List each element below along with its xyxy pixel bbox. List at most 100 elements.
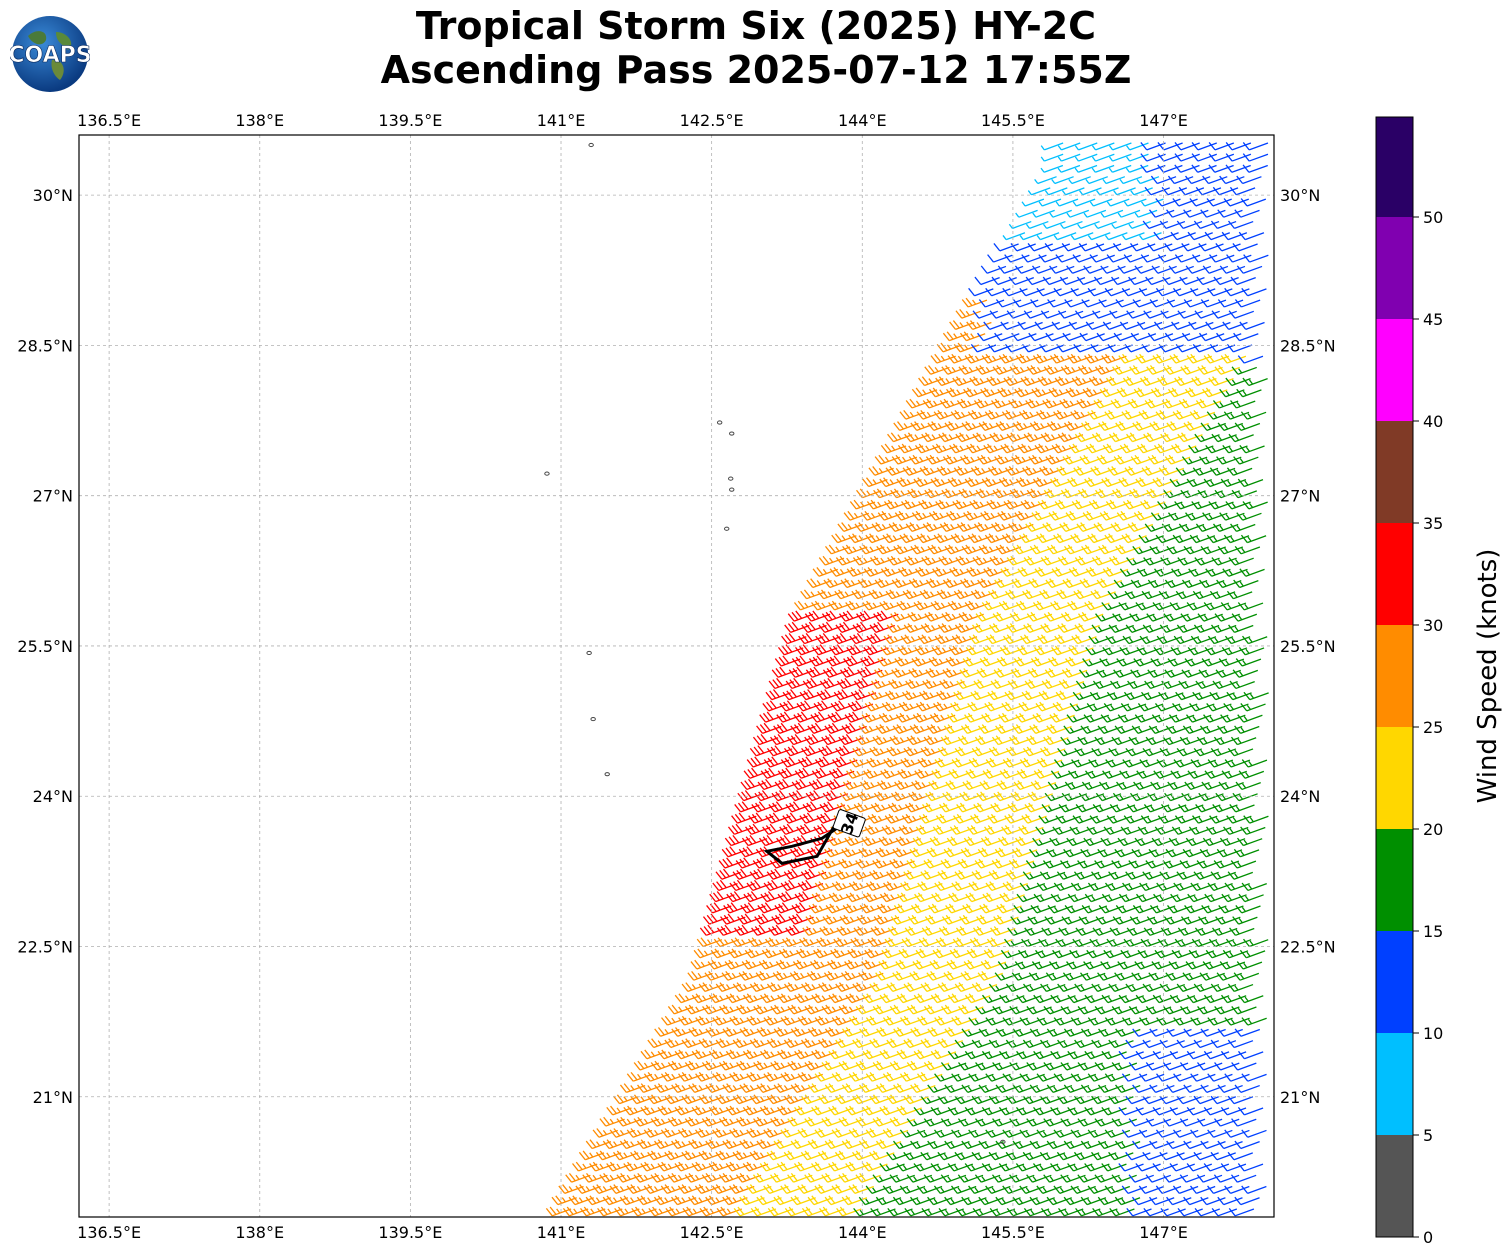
wind-barb	[811, 993, 837, 1004]
wind-barb	[753, 1116, 779, 1127]
barb-half-flag	[823, 950, 828, 956]
barb-flag	[883, 1049, 891, 1058]
barb-half-flag	[943, 1153, 949, 1159]
wind-barb	[822, 914, 848, 925]
barb-flag	[664, 1151, 672, 1161]
wind-barb	[817, 1150, 844, 1161]
wind-barb	[1142, 1095, 1168, 1105]
barb-flag	[842, 1172, 849, 1182]
wind-barb	[934, 1073, 960, 1082]
barb-half-flag	[1220, 1007, 1225, 1013]
barb-half-flag	[1105, 906, 1110, 912]
barb-half-flag	[1073, 1165, 1078, 1170]
wind-barb	[1057, 983, 1083, 993]
barb-half-flag	[1142, 996, 1147, 1002]
barb-flag	[705, 1140, 713, 1149]
barb-flag	[684, 1062, 692, 1071]
barb-flag	[1231, 1062, 1239, 1071]
barb-half-flag	[1029, 1041, 1034, 1047]
barb-half-flag	[920, 1108, 925, 1114]
wind-barb	[1215, 916, 1241, 925]
barb-staff	[1206, 1141, 1226, 1150]
barb-flag	[636, 1196, 644, 1206]
barb-flag	[1009, 1174, 1016, 1183]
barb-flag	[832, 1049, 839, 1058]
barb-flag	[698, 1039, 706, 1048]
wind-barb	[934, 881, 960, 892]
barb-half-flag	[556, 1208, 561, 1214]
wind-barb	[1230, 860, 1257, 869]
barb-flag	[712, 1049, 720, 1058]
barb-flag	[657, 1107, 665, 1116]
barb-flag	[992, 1062, 1000, 1071]
barb-half-flag	[1060, 884, 1065, 890]
wind-barb	[1046, 848, 1072, 858]
barb-half-flag	[753, 995, 758, 1001]
wind-barb	[712, 1015, 738, 1026]
barb-half-flag	[1196, 1019, 1201, 1025]
wind-barb	[1070, 1073, 1097, 1082]
wind-barb	[1046, 1196, 1072, 1206]
barb-half-flag	[692, 1208, 697, 1214]
wind-barb	[821, 1060, 847, 1071]
barb-half-flag	[636, 1186, 642, 1192]
barb-flag	[1210, 1151, 1218, 1161]
wind-barb	[1132, 1028, 1158, 1037]
wind-barb	[738, 970, 764, 981]
barb-flag	[831, 1105, 839, 1114]
barb-half-flag	[962, 1209, 967, 1215]
wind-barb	[848, 881, 875, 892]
barb-flag	[773, 1084, 781, 1093]
wind-barb	[1202, 961, 1229, 970]
barb-half-flag	[720, 950, 726, 956]
barb-flag	[821, 1062, 829, 1071]
wind-barb	[906, 1118, 933, 1127]
barb-half-flag	[746, 1118, 751, 1124]
barb-half-flag	[984, 1142, 990, 1148]
barb-half-flag	[1120, 974, 1125, 980]
wind-barb	[836, 1206, 862, 1217]
wind-barb	[667, 1172, 694, 1183]
wind-barb	[887, 1207, 913, 1217]
wind-barb	[1207, 882, 1233, 892]
barb-flag	[879, 1139, 887, 1148]
wind-barb	[814, 1015, 841, 1026]
barb-half-flag	[760, 984, 765, 990]
barb-flag	[808, 1060, 816, 1069]
barb-flag	[1241, 1129, 1249, 1138]
barb-flag	[1220, 1107, 1228, 1116]
barb-flag	[684, 1174, 692, 1183]
wind-barb	[1091, 1095, 1117, 1105]
barb-flag	[1145, 1174, 1153, 1183]
barb-flag	[636, 1140, 644, 1149]
wind-barb	[972, 926, 999, 936]
barb-flag	[647, 1184, 655, 1193]
barb-half-flag	[1139, 906, 1144, 912]
wind-barb	[1104, 882, 1131, 892]
barb-flag	[575, 1185, 583, 1194]
barb-flag	[903, 1095, 911, 1105]
wind-barb	[1078, 916, 1104, 925]
barb-flag	[1203, 1107, 1211, 1116]
barb-half-flag	[876, 883, 881, 889]
barb-half-flag	[1043, 1075, 1048, 1081]
wind-barb	[841, 1139, 868, 1150]
barb-half-flag	[838, 894, 844, 900]
barb-half-flag	[1024, 951, 1029, 957]
wind-barb	[963, 836, 990, 847]
barb-flag	[1087, 1185, 1095, 1194]
wind-barb	[869, 982, 895, 993]
barb-half-flag	[792, 939, 797, 945]
wind-barb	[1009, 1118, 1035, 1127]
barb-half-flag	[609, 1118, 614, 1124]
barb-flag	[653, 1140, 661, 1149]
barb-flag	[1029, 1084, 1037, 1093]
wind-barb	[1029, 1196, 1055, 1206]
barb-flag	[893, 1060, 901, 1069]
barb-half-flag	[821, 1051, 826, 1057]
barb-half-flag	[769, 961, 774, 967]
barb-half-flag	[885, 1165, 890, 1170]
wind-barb	[790, 1139, 816, 1150]
wind-barb	[729, 1071, 755, 1082]
barb-staff	[1203, 1062, 1223, 1071]
